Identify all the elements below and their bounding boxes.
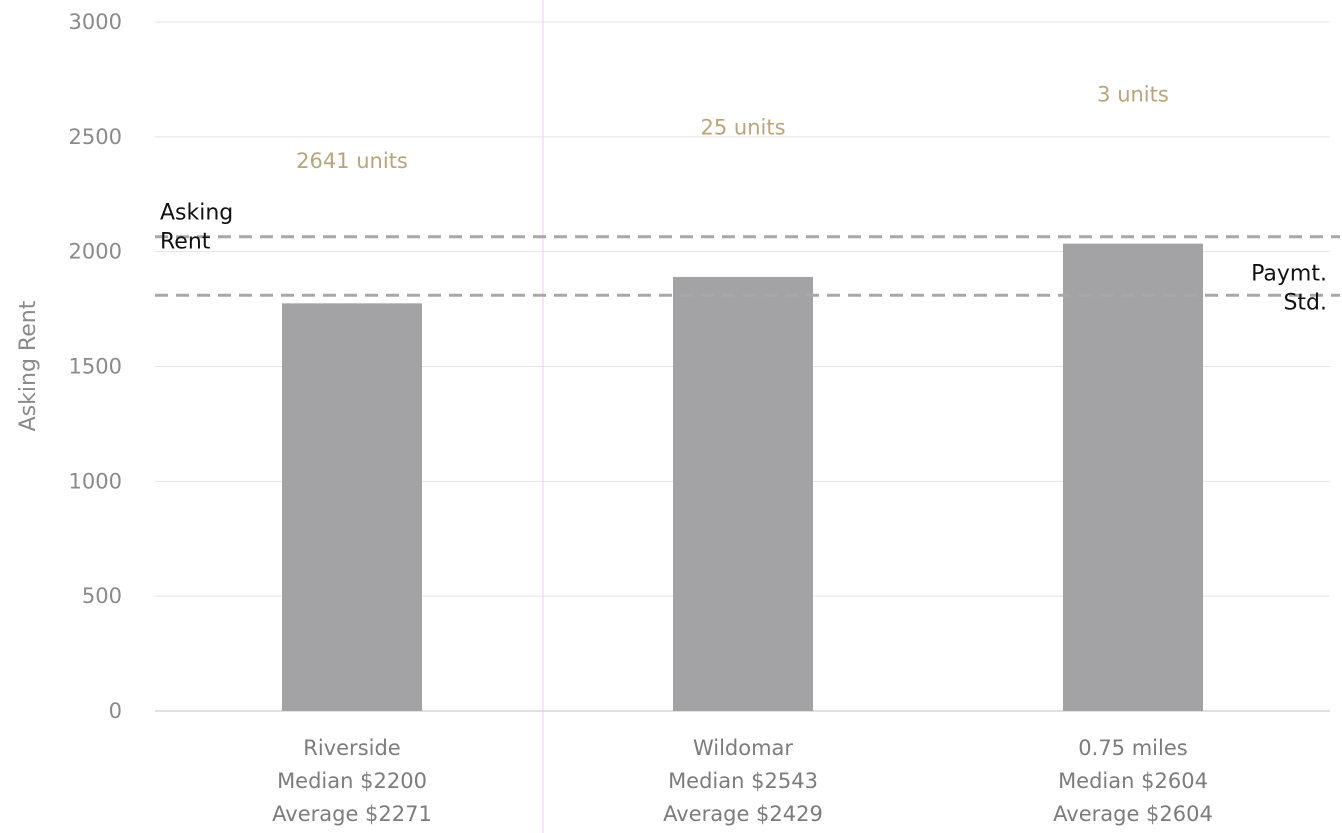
unit-count-label: 25 units (700, 116, 785, 140)
category-label: Wildomar (693, 736, 793, 760)
bar (1063, 243, 1203, 711)
y-tick-label: 0 (109, 699, 122, 723)
category-label: Median $2604 (1058, 769, 1208, 793)
y-tick-label: 2500 (69, 125, 122, 149)
category-label: 0.75 miles (1078, 736, 1187, 760)
reference-lines: Asking Rent Paymt. Std. (155, 201, 1340, 315)
y-axis-ticks: 0 500 1000 1500 2000 2500 3000 (69, 10, 122, 723)
category-label: Riverside (303, 736, 400, 760)
unit-count-label: 3 units (1097, 82, 1169, 106)
category-label: Median $2543 (668, 769, 818, 793)
bars (282, 243, 1203, 711)
unit-count-labels: 2641 units 25 units 3 units (296, 82, 1169, 173)
category-label: Average $2271 (272, 802, 432, 826)
category-labels: Riverside Median $2200 Average $2271 Wildom… (272, 736, 1213, 826)
y-tick-label: 2000 (69, 240, 122, 264)
reference-line-label: Rent (160, 230, 211, 255)
y-tick-label: 3000 (69, 10, 122, 34)
category-label: Median $2200 (277, 769, 427, 793)
bar (282, 303, 422, 711)
y-axis-label: Asking Rent (16, 300, 41, 431)
reference-line-label: Asking (160, 201, 233, 226)
y-tick-label: 500 (82, 584, 122, 608)
unit-count-label: 2641 units (296, 149, 408, 173)
y-tick-label: 1000 (69, 469, 122, 493)
bar (673, 276, 813, 711)
reference-line-label: Paymt. (1251, 261, 1327, 286)
y-tick-label: 1500 (69, 355, 122, 379)
category-label: Average $2604 (1053, 802, 1213, 826)
category-label: Average $2429 (663, 802, 823, 826)
reference-line-label: Std. (1283, 290, 1327, 315)
